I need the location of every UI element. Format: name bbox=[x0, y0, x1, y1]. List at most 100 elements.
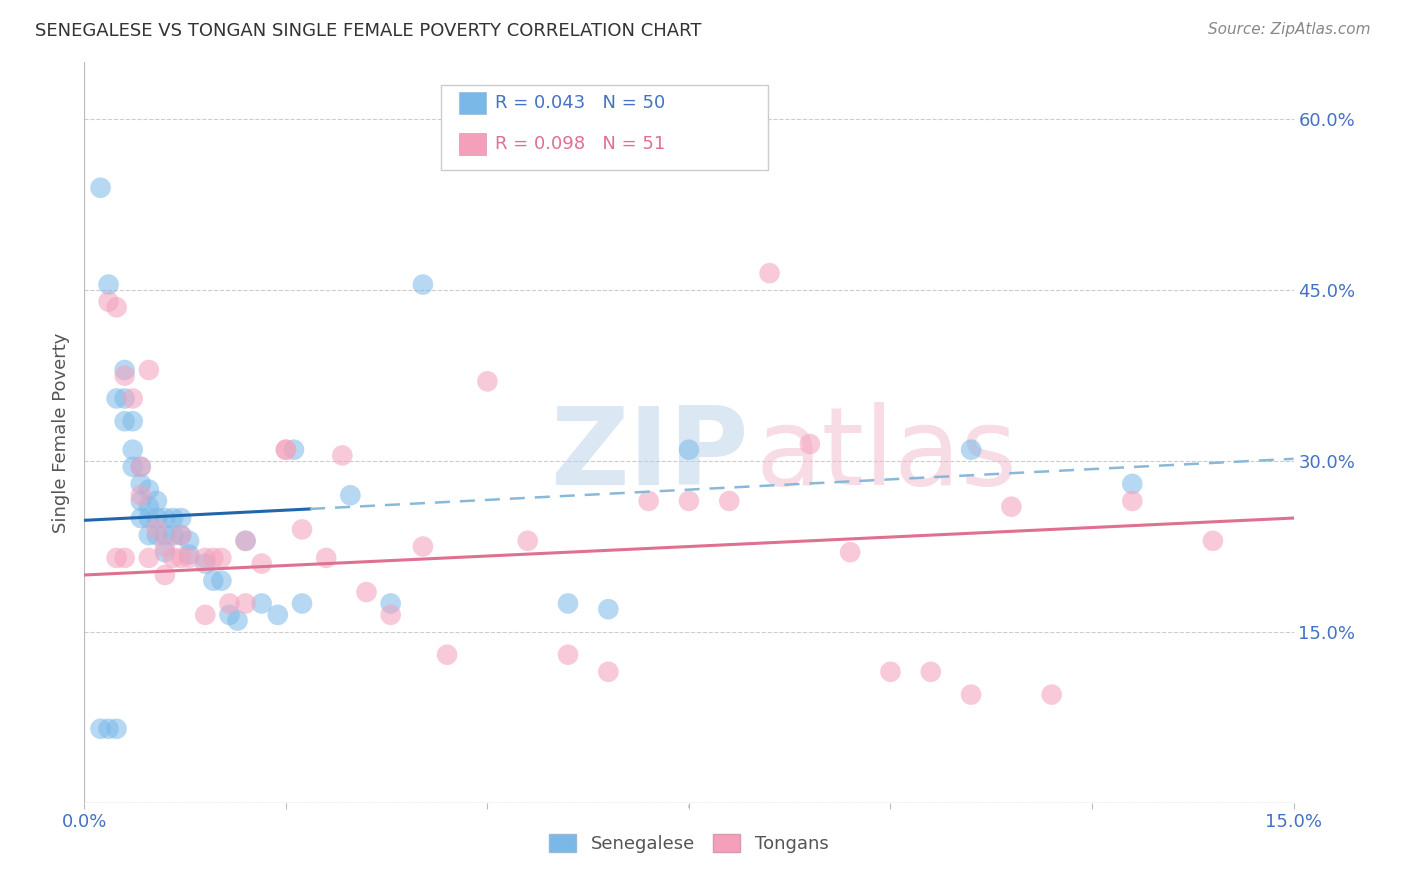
Point bbox=[146, 528, 169, 542]
Point bbox=[879, 665, 901, 679]
Point bbox=[138, 483, 160, 497]
Point bbox=[380, 607, 402, 622]
Point bbox=[718, 494, 741, 508]
Point bbox=[291, 523, 314, 537]
FancyBboxPatch shape bbox=[441, 85, 768, 169]
Point bbox=[202, 550, 225, 565]
Point bbox=[170, 511, 193, 525]
Point bbox=[146, 523, 169, 537]
Point bbox=[283, 442, 305, 457]
Point bbox=[637, 494, 659, 508]
Point bbox=[1000, 500, 1022, 514]
Point bbox=[758, 266, 780, 280]
Point bbox=[839, 545, 862, 559]
Point bbox=[105, 550, 128, 565]
Point bbox=[138, 363, 160, 377]
Point bbox=[218, 597, 240, 611]
Point bbox=[138, 511, 160, 525]
Point bbox=[235, 533, 257, 548]
Point bbox=[678, 494, 700, 508]
Point bbox=[97, 294, 120, 309]
Point bbox=[202, 574, 225, 588]
Point bbox=[138, 550, 160, 565]
Point bbox=[339, 488, 361, 502]
Point bbox=[129, 459, 152, 474]
Point bbox=[598, 665, 620, 679]
Point bbox=[315, 550, 337, 565]
Point bbox=[170, 528, 193, 542]
Bar bbox=[460, 92, 486, 114]
Point bbox=[121, 459, 143, 474]
Point bbox=[436, 648, 458, 662]
Point bbox=[129, 476, 152, 491]
Text: atlas: atlas bbox=[755, 401, 1018, 508]
Point bbox=[114, 550, 136, 565]
Point bbox=[114, 414, 136, 428]
Text: R = 0.043   N = 50: R = 0.043 N = 50 bbox=[495, 95, 665, 112]
Point bbox=[121, 392, 143, 406]
Point bbox=[960, 688, 983, 702]
Point bbox=[138, 500, 160, 514]
Point bbox=[557, 597, 579, 611]
Point bbox=[170, 550, 193, 565]
Point bbox=[89, 722, 111, 736]
Point bbox=[162, 511, 184, 525]
Point bbox=[129, 488, 152, 502]
Point bbox=[250, 597, 273, 611]
Point bbox=[105, 722, 128, 736]
Point bbox=[129, 459, 152, 474]
Point bbox=[105, 392, 128, 406]
Point bbox=[678, 442, 700, 457]
Point bbox=[162, 528, 184, 542]
Point bbox=[105, 301, 128, 315]
Point bbox=[356, 585, 378, 599]
Point bbox=[170, 528, 193, 542]
Point bbox=[179, 533, 201, 548]
Point bbox=[129, 511, 152, 525]
Point bbox=[330, 449, 353, 463]
Point bbox=[274, 442, 297, 457]
Bar bbox=[460, 133, 486, 155]
Point bbox=[477, 375, 499, 389]
Point bbox=[557, 648, 579, 662]
Point bbox=[291, 597, 314, 611]
Point bbox=[153, 511, 176, 525]
Point bbox=[412, 540, 434, 554]
Point bbox=[179, 550, 201, 565]
Point bbox=[250, 557, 273, 571]
Point bbox=[114, 392, 136, 406]
Point bbox=[153, 568, 176, 582]
Point bbox=[129, 494, 152, 508]
Point bbox=[153, 528, 176, 542]
Point bbox=[121, 442, 143, 457]
Point bbox=[194, 607, 217, 622]
Point bbox=[89, 180, 111, 194]
Point bbox=[235, 533, 257, 548]
Legend: Senegalese, Tongans: Senegalese, Tongans bbox=[543, 827, 835, 861]
Point bbox=[194, 550, 217, 565]
Point bbox=[114, 368, 136, 383]
Point bbox=[920, 665, 942, 679]
Point bbox=[235, 597, 257, 611]
Point bbox=[1121, 494, 1143, 508]
Point bbox=[412, 277, 434, 292]
Point bbox=[598, 602, 620, 616]
Point bbox=[267, 607, 290, 622]
Point bbox=[274, 442, 297, 457]
Point bbox=[1040, 688, 1063, 702]
Point bbox=[1202, 533, 1225, 548]
Point bbox=[153, 545, 176, 559]
Point bbox=[960, 442, 983, 457]
Text: SENEGALESE VS TONGAN SINGLE FEMALE POVERTY CORRELATION CHART: SENEGALESE VS TONGAN SINGLE FEMALE POVER… bbox=[35, 22, 702, 40]
Point bbox=[209, 550, 232, 565]
Point bbox=[218, 607, 240, 622]
Point bbox=[516, 533, 538, 548]
Point bbox=[226, 614, 249, 628]
Point bbox=[114, 363, 136, 377]
Text: Source: ZipAtlas.com: Source: ZipAtlas.com bbox=[1208, 22, 1371, 37]
Point bbox=[194, 557, 217, 571]
Point bbox=[153, 540, 176, 554]
Point bbox=[97, 277, 120, 292]
Point bbox=[146, 494, 169, 508]
Point bbox=[209, 574, 232, 588]
